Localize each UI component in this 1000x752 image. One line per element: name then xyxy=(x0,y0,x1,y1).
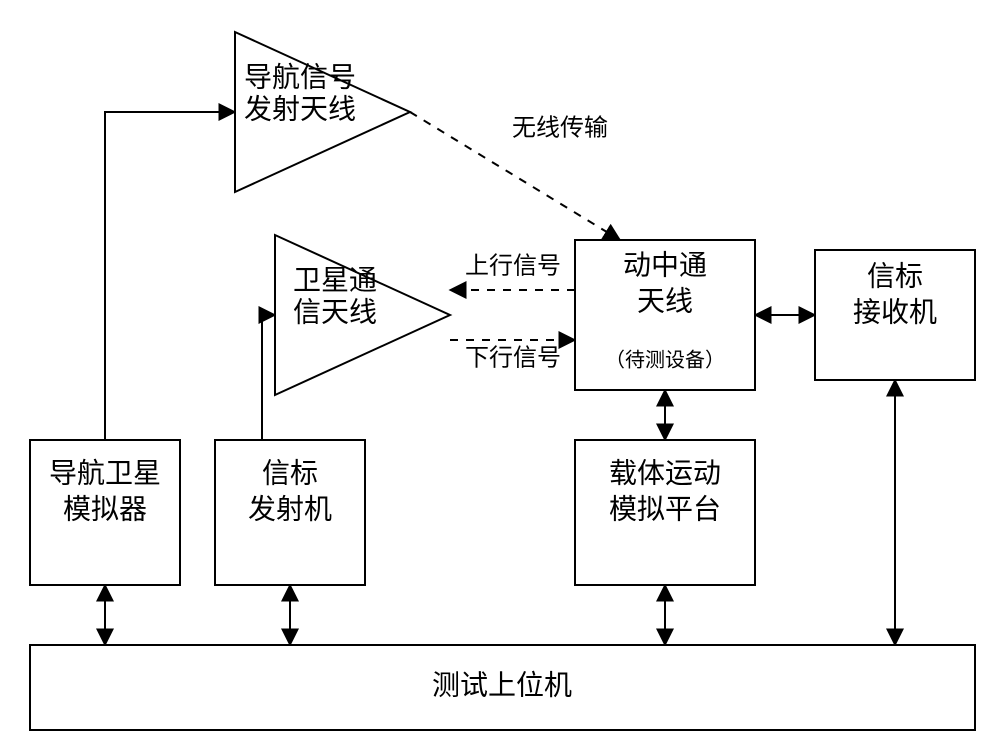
node-dut: 动中通天线 （待测设备） xyxy=(575,240,755,390)
node-label: 发射天线 xyxy=(244,93,356,125)
node-label: 模拟器 xyxy=(63,493,147,525)
edge-label: 上行信号 xyxy=(465,253,561,280)
node-host: 测试上位机 xyxy=(30,645,975,730)
node-sublabel: （待测设备） xyxy=(605,349,725,372)
node-label: 导航卫星 xyxy=(49,457,161,489)
edge-label: 下行信号 xyxy=(465,345,561,372)
node-label: 导航信号 xyxy=(244,61,356,93)
edge-label: 无线传输 xyxy=(512,115,608,142)
node-label: 测试上位机 xyxy=(432,669,572,701)
node-label: 接收机 xyxy=(853,296,937,328)
node-label: 载体运动 xyxy=(609,457,721,489)
node-beacon_rx: 信标接收机 xyxy=(815,250,975,380)
boxes-layer: 导航信号发射天线卫星通信天线动中通天线（待测设备）信标接收机导航卫星模拟器信标发… xyxy=(30,32,975,730)
node-label: 天线 xyxy=(637,285,693,317)
edge-beacontx-to-satant xyxy=(262,315,275,440)
node-sat_antenna: 卫星通信天线 xyxy=(275,235,450,395)
node-label: 卫星通 xyxy=(293,265,377,296)
node-beacon_tx: 信标发射机 xyxy=(215,440,365,585)
diagram-canvas: 导航信号发射天线卫星通信天线动中通天线（待测设备）信标接收机导航卫星模拟器信标发… xyxy=(0,0,1000,752)
node-nav_sim: 导航卫星模拟器 xyxy=(30,440,180,585)
edge-navsim-to-navant xyxy=(105,112,235,440)
node-nav_antenna: 导航信号发射天线 xyxy=(235,32,410,192)
node-label: 动中通 xyxy=(623,249,707,281)
node-motion_sim: 载体运动模拟平台 xyxy=(575,440,755,585)
node-label: 信天线 xyxy=(293,296,377,328)
node-label: 模拟平台 xyxy=(609,493,721,525)
node-label: 发射机 xyxy=(248,493,332,525)
node-label: 信标 xyxy=(867,260,923,292)
node-label: 信标 xyxy=(262,457,318,489)
